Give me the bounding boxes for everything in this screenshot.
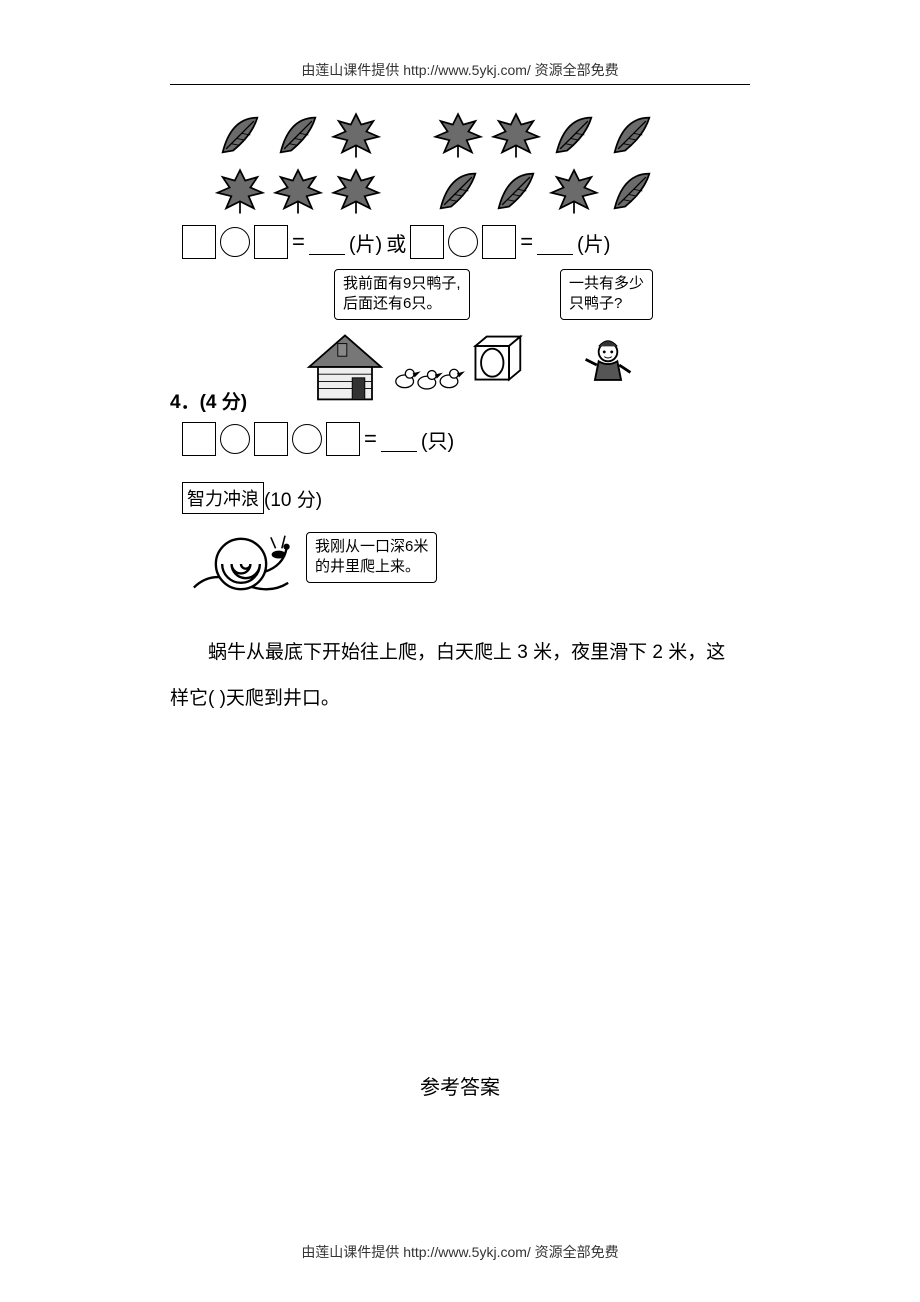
ducks-figure: 我前面有9只鸭子, 后面还有6只。 一共有多少 只鸭子? bbox=[280, 269, 750, 409]
feather-icon bbox=[490, 165, 542, 217]
unit-label: (片) bbox=[577, 228, 610, 257]
bonus-problem-text: 样它( )天爬到井口。 bbox=[170, 676, 750, 722]
page-footer: 由莲山课件提供 http://www.5ykj.com/ 资源全部免费 bbox=[0, 1242, 920, 1262]
blank-box bbox=[182, 225, 216, 259]
feather-icon bbox=[214, 109, 266, 161]
speech-bubble-ducks: 我前面有9只鸭子, 后面还有6只。 bbox=[334, 269, 470, 320]
blank-box bbox=[254, 225, 288, 259]
maple-leaf-icon bbox=[490, 109, 542, 161]
bubble-text: 一共有多少 bbox=[569, 274, 644, 294]
blank-circle bbox=[292, 424, 322, 454]
blank-underline bbox=[309, 229, 345, 255]
blank-box bbox=[410, 225, 444, 259]
ducks-icon bbox=[392, 355, 468, 395]
blank-box bbox=[482, 225, 516, 259]
cube-icon bbox=[468, 331, 524, 387]
bonus-score: (10 分) bbox=[264, 485, 322, 512]
bubble-text: 的井里爬上来。 bbox=[315, 557, 428, 577]
leaf-row bbox=[214, 165, 750, 217]
snail-icon bbox=[186, 524, 296, 604]
blank-circle bbox=[220, 424, 250, 454]
equals-sign: = bbox=[520, 229, 533, 255]
house-icon bbox=[300, 331, 390, 403]
equals-sign: = bbox=[364, 426, 377, 452]
bonus-heading: 智力冲浪 (10 分) bbox=[182, 482, 750, 514]
feather-icon bbox=[272, 109, 324, 161]
answers-heading: 参考答案 bbox=[170, 1071, 750, 1100]
blank-circle bbox=[448, 227, 478, 257]
bubble-text: 我刚从一口深6米 bbox=[315, 537, 428, 557]
blank-underline bbox=[381, 426, 417, 452]
boy-icon bbox=[580, 337, 636, 393]
blank-box bbox=[182, 422, 216, 456]
leaves-figure bbox=[214, 109, 750, 217]
problem-4-label: 4．(4 分) bbox=[170, 387, 247, 414]
maple-leaf-icon bbox=[272, 165, 324, 217]
speech-bubble-boy: 一共有多少 只鸭子? bbox=[560, 269, 653, 320]
equation-line-2: = (只) bbox=[182, 422, 750, 456]
feather-icon bbox=[606, 109, 658, 161]
blank-box bbox=[254, 422, 288, 456]
maple-leaf-icon bbox=[548, 165, 600, 217]
page-header: 由莲山课件提供 http://www.5ykj.com/ 资源全部免费 bbox=[170, 60, 750, 80]
header-rule bbox=[170, 84, 750, 85]
maple-leaf-icon bbox=[432, 109, 484, 161]
equals-sign: = bbox=[292, 229, 305, 255]
unit-label: (片) bbox=[349, 228, 382, 257]
speech-bubble-snail: 我刚从一口深6米 的井里爬上来。 bbox=[306, 532, 437, 583]
maple-leaf-icon bbox=[330, 165, 382, 217]
blank-underline bbox=[537, 229, 573, 255]
maple-leaf-icon bbox=[330, 109, 382, 161]
feather-icon bbox=[548, 109, 600, 161]
equation-line-1: = (片) 或 = (片) bbox=[182, 225, 750, 259]
blank-circle bbox=[220, 227, 250, 257]
feather-icon bbox=[606, 165, 658, 217]
unit-label: (只) bbox=[421, 425, 454, 454]
bubble-text: 后面还有6只。 bbox=[343, 294, 461, 314]
leaf-row bbox=[214, 109, 750, 161]
bonus-problem-text: 蜗牛从最底下开始往上爬，白天爬上 3 米，夜里滑下 2 米，这 bbox=[170, 630, 750, 676]
maple-leaf-icon bbox=[214, 165, 266, 217]
bubble-text: 只鸭子? bbox=[569, 294, 644, 314]
bubble-text: 我前面有9只鸭子, bbox=[343, 274, 461, 294]
blank-box bbox=[326, 422, 360, 456]
snail-figure: 我刚从一口深6米 的井里爬上来。 bbox=[186, 522, 750, 612]
feather-icon bbox=[432, 165, 484, 217]
or-label: 或 bbox=[386, 228, 406, 257]
bonus-title-box: 智力冲浪 bbox=[182, 482, 264, 514]
